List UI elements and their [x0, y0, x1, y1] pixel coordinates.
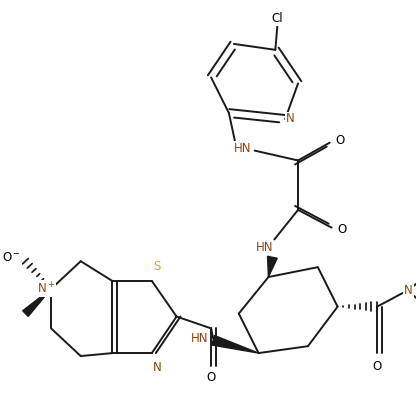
Text: HN: HN: [256, 241, 273, 254]
Text: HN: HN: [234, 142, 251, 155]
Text: O: O: [337, 223, 346, 236]
Text: O: O: [206, 371, 216, 384]
Text: HN: HN: [191, 332, 208, 345]
Polygon shape: [268, 256, 277, 277]
Text: N$^+$: N$^+$: [37, 281, 55, 297]
Text: N: N: [153, 361, 161, 374]
Text: O$^-$: O$^-$: [2, 251, 21, 264]
Text: Cl: Cl: [271, 12, 283, 25]
Polygon shape: [212, 335, 259, 353]
Text: N: N: [404, 284, 413, 297]
Text: O: O: [335, 134, 344, 147]
Text: O: O: [372, 360, 382, 374]
Text: S: S: [153, 260, 161, 273]
Polygon shape: [23, 289, 51, 316]
Text: N: N: [286, 112, 294, 125]
